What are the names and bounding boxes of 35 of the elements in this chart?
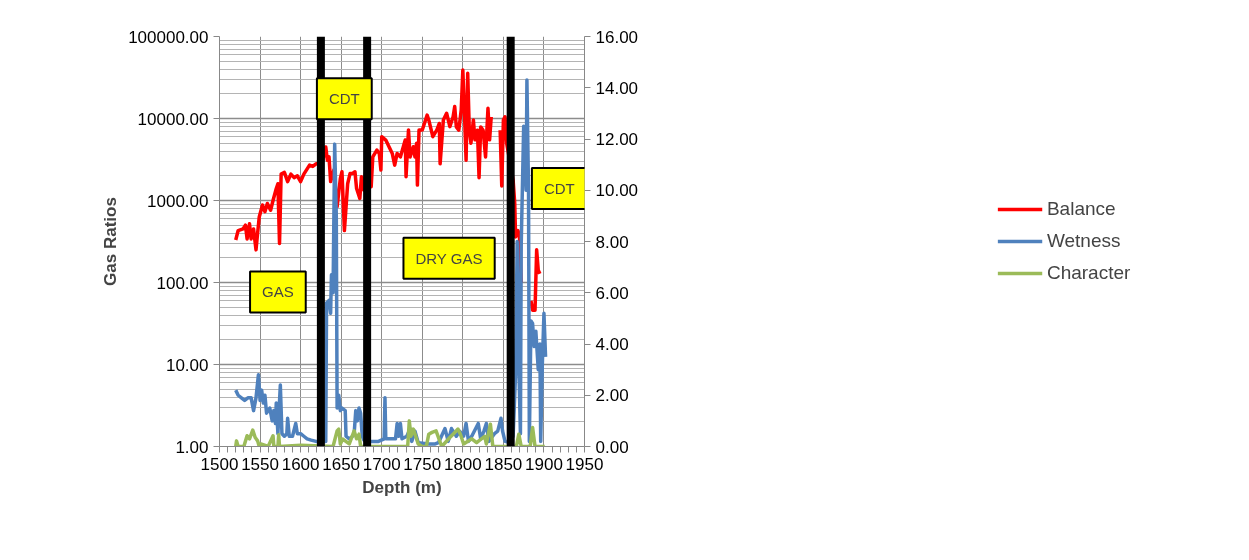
- x-tick-label: 1900: [525, 454, 563, 474]
- annotation: CDT: [328, 90, 360, 108]
- annotation: DRY GAS: [415, 249, 483, 267]
- y2-tick-label: 10.00: [595, 181, 639, 201]
- x-tick-label: 1950: [565, 454, 604, 474]
- y-tick-label: 1000.00: [147, 191, 209, 211]
- x-tick-label: 1600: [281, 454, 320, 474]
- x-tick-label: 1850: [484, 454, 523, 474]
- line-series: [233, 419, 547, 447]
- x-tick-label: 1800: [443, 454, 482, 474]
- y2-tick-label: 16.00: [595, 27, 639, 47]
- annotation: GAS: [262, 283, 294, 301]
- x-tick-label: 1500: [200, 454, 239, 474]
- x-tick-label: 1550: [241, 454, 279, 474]
- y2-tick-label: 4.00: [595, 335, 629, 354]
- y2-tick-label: 8.00: [595, 232, 629, 252]
- x-tick-label: 1700: [362, 454, 401, 474]
- y2-tick-label: 2.00: [595, 386, 629, 406]
- legend-label: Balance: [1046, 198, 1116, 220]
- x-tick-label: 1650: [322, 454, 361, 474]
- y2-tick-label: 14.00: [595, 78, 639, 98]
- annotation: CDT: [543, 180, 575, 198]
- x-tick-label: 1750: [403, 454, 442, 474]
- y2-tick-label: 12.00: [595, 130, 639, 149]
- legend-label: Character: [1046, 262, 1131, 284]
- y-tick-label: 10000.00: [137, 109, 209, 129]
- y-tick-label: 100000.00: [128, 27, 209, 47]
- x-axis-title: Depth (m): [362, 477, 442, 497]
- y-tick-label: 10.00: [165, 355, 209, 375]
- legend-label: Wetness: [1046, 230, 1121, 252]
- y-tick-label: 100.00: [156, 273, 209, 293]
- y2-tick-label: 6.00: [595, 283, 629, 303]
- y-axis-title: Gas Ratios: [101, 197, 121, 286]
- y2-tick-label: 0.00: [595, 437, 629, 457]
- y-tick-label: 1.00: [175, 437, 209, 457]
